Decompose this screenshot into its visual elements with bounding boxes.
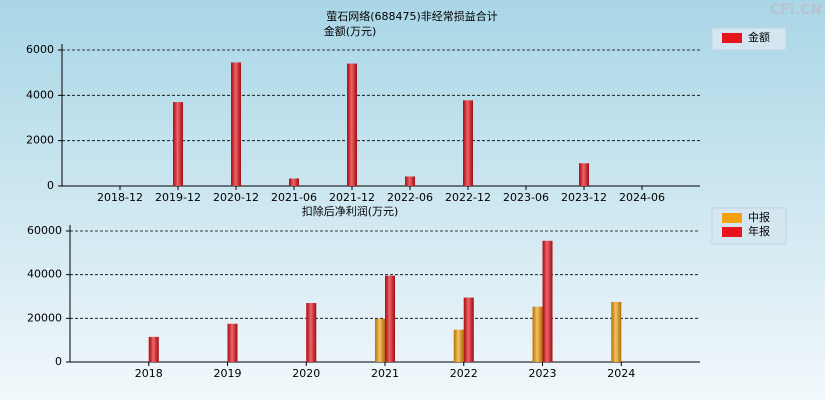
bar-shine [148,336,159,362]
bar-shine [231,62,241,186]
watermark: CFi.CN [770,2,822,18]
y-tick-label: 0 [47,179,54,192]
legend-label: 年报 [748,224,770,238]
y-tick-label: 4000 [26,88,54,101]
bar-shine [385,275,395,362]
chart-subtitle: 金额(万元) [324,24,377,38]
y-tick-label: 60000 [27,224,62,237]
x-tick-label: 2020-12 [213,191,259,204]
bar-shine [463,297,474,362]
bar-shine [453,329,464,362]
legend-swatch [722,213,742,223]
chart-title: 扣除后净利润(万元) [302,204,399,218]
bar-shine [532,306,543,362]
bar-shine [405,176,415,186]
bar-shine [306,303,317,362]
x-tick-label: 2021-06 [271,191,317,204]
bar-shine [347,63,357,186]
x-tick-label: 2021-12 [329,191,375,204]
x-tick-label: 2020 [292,367,320,380]
bar-shine [542,240,553,362]
legend-swatch [722,227,742,237]
x-tick-label: 2023-06 [503,191,549,204]
y-tick-label: 40000 [27,268,62,281]
x-tick-label: 2022 [450,367,478,380]
x-tick-label: 2021 [371,367,399,380]
x-tick-label: 2023 [529,367,557,380]
chart-title: 萤石网络(688475)非经常损益合计 [326,9,498,23]
bar-shine [173,102,183,186]
x-tick-label: 2024 [607,367,635,380]
x-tick-label: 2018-12 [97,191,143,204]
x-tick-label: 2024-06 [619,191,665,204]
y-tick-label: 20000 [27,311,62,324]
bar-shine [375,318,385,362]
legend-label: 中报 [748,210,770,224]
x-tick-label: 2018 [135,367,163,380]
bar-shine [227,323,238,362]
legend-label: 金额 [748,30,770,44]
y-tick-label: 2000 [26,134,54,147]
bar-shine [611,301,622,362]
x-tick-label: 2019-12 [155,191,201,204]
x-tick-label: 2023-12 [561,191,607,204]
bar-shine [289,178,299,186]
y-tick-label: 6000 [26,43,54,56]
bar-shine [463,100,473,186]
x-tick-label: 2019 [214,367,242,380]
x-tick-label: 2022-12 [445,191,491,204]
x-tick-label: 2022-06 [387,191,433,204]
bar-shine [579,163,589,186]
y-tick-label: 0 [55,355,62,368]
legend-swatch [722,33,742,43]
